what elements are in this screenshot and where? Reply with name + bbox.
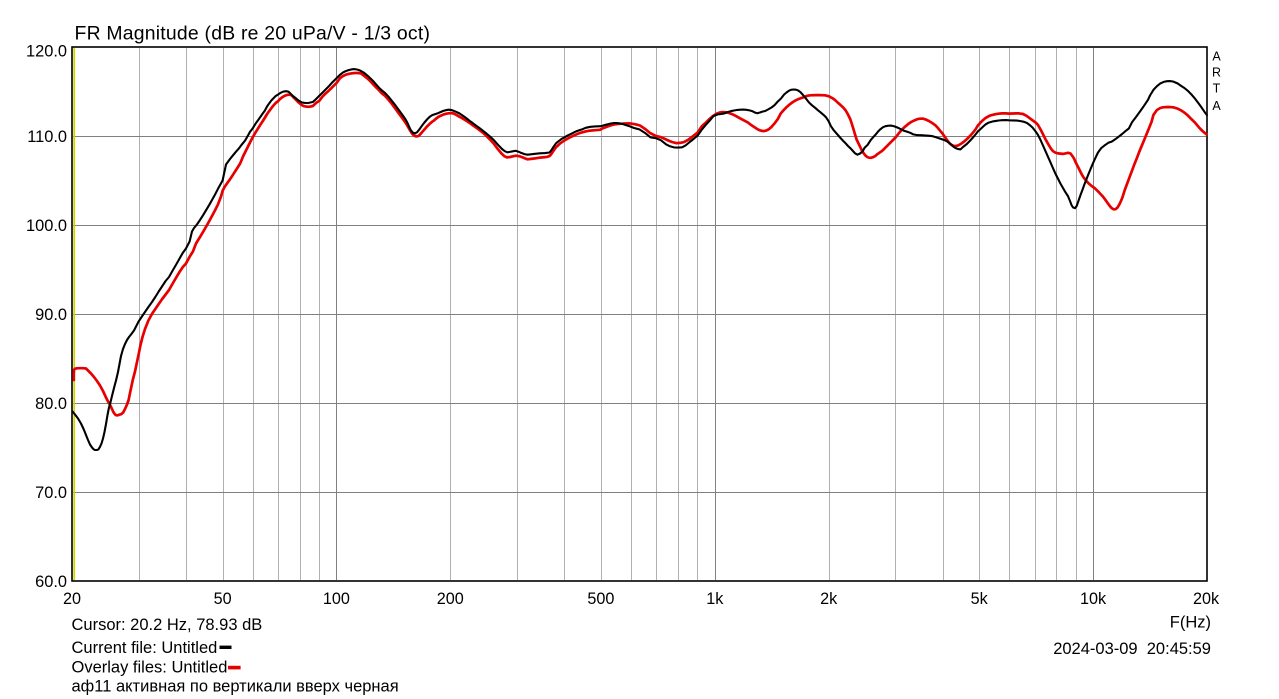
svg-text:аф11 активная по вертикали вве: аф11 активная по вертикали вверх черная	[72, 677, 399, 695]
svg-text:80.0: 80.0	[35, 395, 67, 413]
svg-text:200: 200	[437, 590, 464, 608]
svg-text:100: 100	[323, 590, 350, 608]
svg-text:A: A	[1212, 99, 1221, 113]
svg-text:500: 500	[587, 590, 614, 608]
svg-text:R: R	[1212, 66, 1221, 80]
svg-text:70.0: 70.0	[35, 484, 67, 502]
svg-text:50: 50	[214, 590, 232, 608]
svg-text:5k: 5k	[971, 590, 989, 608]
svg-text:A: A	[1212, 50, 1221, 64]
svg-text:110.0: 110.0	[27, 128, 67, 146]
svg-text:60.0: 60.0	[35, 573, 67, 591]
svg-text:FR Magnitude (dB re 20 uPa/V -: FR Magnitude (dB re 20 uPa/V - 1/3 oct)	[75, 23, 431, 45]
svg-text:Overlay files: Untitled: Overlay files: Untitled	[72, 658, 228, 676]
svg-text:F(Hz): F(Hz)	[1170, 614, 1211, 632]
svg-text:120.0: 120.0	[26, 42, 67, 60]
svg-text:Current file: Untitled: Current file: Untitled	[72, 639, 218, 657]
svg-text:1k: 1k	[706, 590, 724, 608]
svg-text:Cursor: 20.2 Hz, 78.93 dB: Cursor: 20.2 Hz, 78.93 dB	[72, 616, 263, 634]
svg-text:20: 20	[63, 590, 81, 608]
svg-text:20k: 20k	[1193, 590, 1220, 608]
svg-text:100.0: 100.0	[26, 217, 67, 235]
svg-text:10k: 10k	[1080, 590, 1107, 608]
svg-text:2024-03-09 20:45:59: 2024-03-09 20:45:59	[1053, 640, 1211, 658]
svg-text:90.0: 90.0	[35, 306, 67, 324]
svg-text:T: T	[1213, 82, 1221, 96]
svg-text:2k: 2k	[820, 590, 838, 608]
